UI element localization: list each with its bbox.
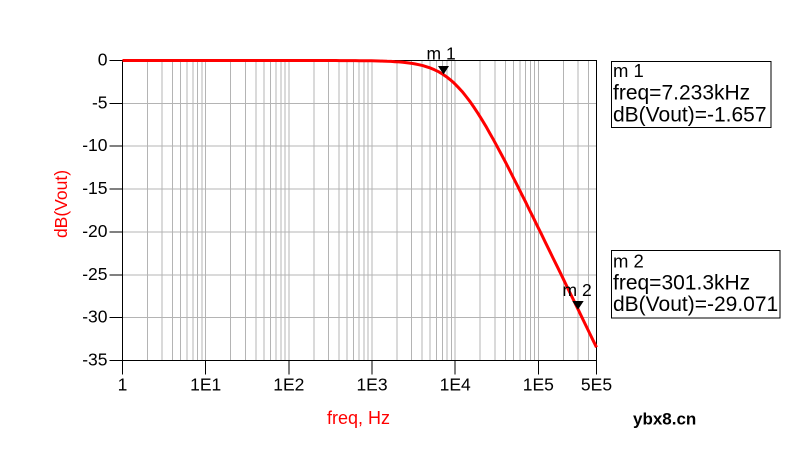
svg-text:freq, Hz: freq, Hz	[327, 408, 390, 428]
svg-text:m 1: m 1	[613, 60, 644, 81]
svg-text:1E3: 1E3	[356, 374, 387, 394]
svg-text:-25: -25	[82, 264, 107, 284]
svg-text:0: 0	[98, 50, 108, 70]
svg-text:-35: -35	[82, 350, 107, 370]
svg-text:freq=301.3kHz: freq=301.3kHz	[613, 272, 750, 295]
svg-text:1E2: 1E2	[273, 374, 304, 394]
svg-text:1E4: 1E4	[440, 374, 471, 394]
svg-text:dB(Vout)=-1.657: dB(Vout)=-1.657	[613, 103, 767, 126]
svg-text:-20: -20	[82, 221, 108, 241]
svg-text:1E1: 1E1	[190, 374, 221, 394]
svg-text:-30: -30	[82, 307, 108, 327]
svg-text:m 2: m 2	[613, 251, 644, 272]
svg-text:freq=7.233kHz: freq=7.233kHz	[613, 81, 750, 104]
svg-text:m 1: m 1	[427, 44, 456, 64]
svg-text:1E5: 1E5	[523, 374, 554, 394]
svg-text:5E5: 5E5	[581, 374, 612, 394]
svg-text:dB(Vout): dB(Vout)	[51, 170, 71, 238]
svg-text:m 2: m 2	[563, 280, 592, 300]
svg-text:1: 1	[118, 374, 128, 394]
svg-text:ybx8.cn: ybx8.cn	[633, 409, 696, 428]
svg-text:-10: -10	[82, 135, 108, 155]
svg-text:dB(Vout)=-29.071: dB(Vout)=-29.071	[613, 293, 778, 316]
svg-text:-5: -5	[92, 92, 108, 112]
svg-text:-15: -15	[82, 178, 107, 198]
